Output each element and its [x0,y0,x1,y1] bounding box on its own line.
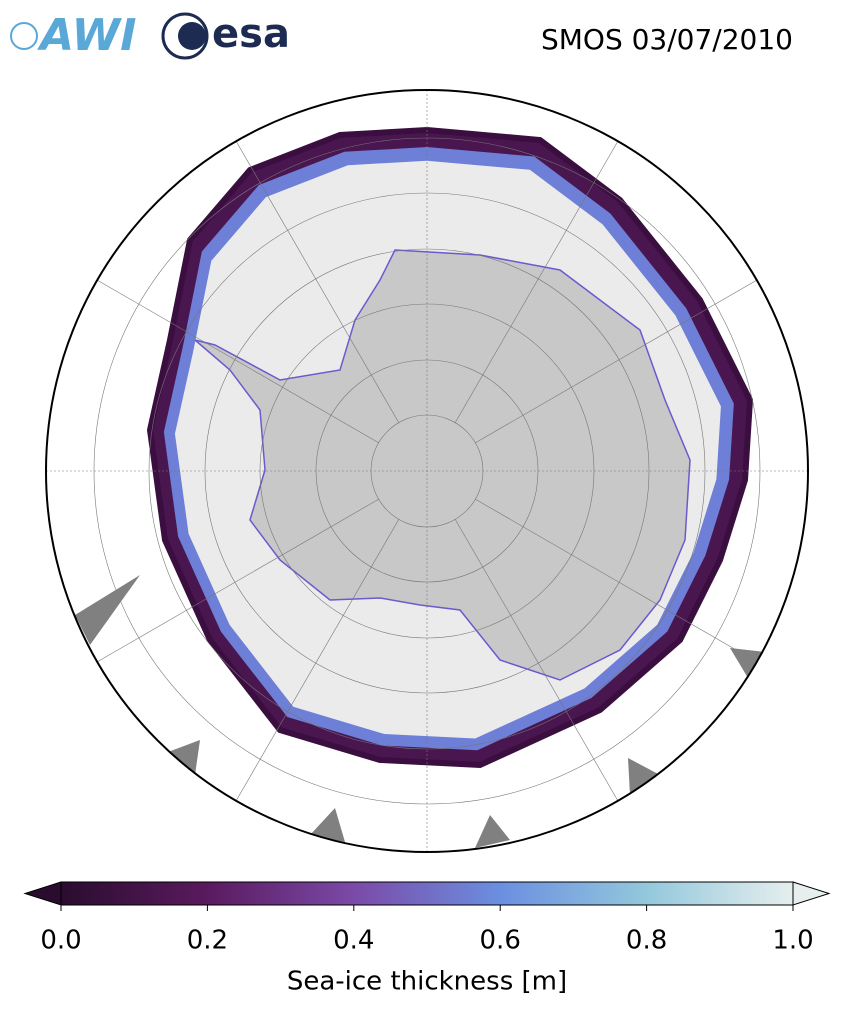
awi-text: AWI [37,10,137,61]
colorbar-tick-label: 0.8 [626,926,667,956]
map-frame [45,89,809,853]
esa-logo: esa [161,11,290,60]
antarctica [194,249,691,681]
awi-logo: AWI [10,10,137,61]
colorbar-tick-label: 0.4 [333,926,374,956]
colorbar-tick-label: 0.6 [480,926,521,956]
colorbar-gradient [61,882,793,905]
colorbar-tick-label: 0.2 [187,926,228,956]
islands [75,575,765,848]
title: SMOS 03/07/2010 [541,23,793,56]
graticule [46,90,808,852]
colorbar-frame [60,881,794,906]
colorbar-label: Sea-ice thickness [m] [287,967,567,997]
colorbar-extend-min [23,881,62,906]
colorbar-tick-label: 0.0 [40,926,81,956]
colorbar-extend-max [792,881,831,906]
colorbar-tick-label: 1.0 [772,926,813,956]
esa-text: esa [212,11,290,57]
colorbar: Sea-ice thickness [m] 0.0 0.2 0.4 0.6 0.8 1.0 [23,881,831,997]
map [46,90,808,852]
